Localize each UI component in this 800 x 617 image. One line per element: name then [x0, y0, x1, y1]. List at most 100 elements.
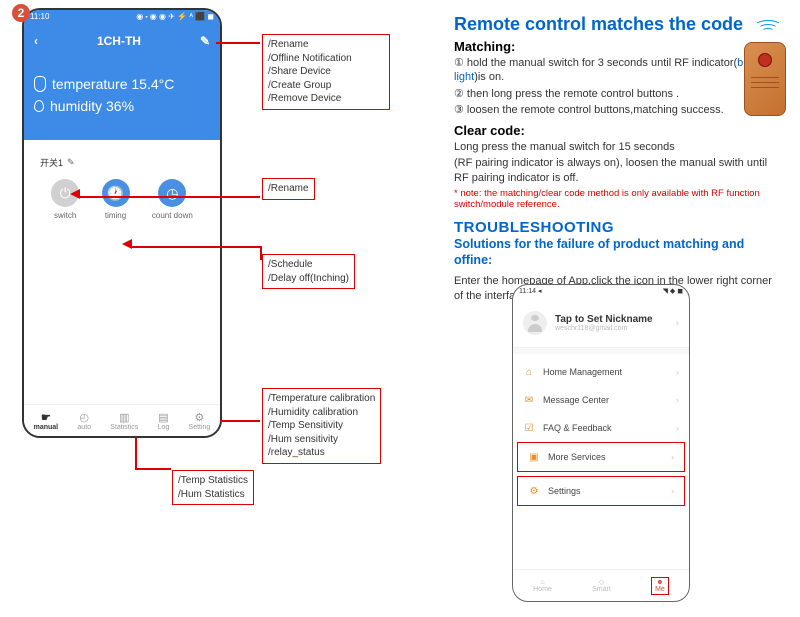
arrow-head-3 [122, 238, 134, 250]
chevron-right-icon: › [676, 367, 679, 377]
menu-settings-label: Settings [548, 486, 581, 496]
menu-home-label: Home Management [543, 367, 622, 377]
chevron-right-icon: › [671, 452, 674, 462]
hand-icon: ☛ [34, 411, 59, 424]
smart-tab-icon: ◇ [592, 578, 611, 586]
tab-stats-label: Statistics [110, 424, 138, 431]
tab-me[interactable]: ☻ Me [651, 577, 669, 595]
troubleshoot-sub: Solutions for the failure of product mat… [454, 236, 784, 269]
humidity-text: humidity 36% [50, 98, 134, 114]
menu-more-services[interactable]: ▣ More Services › [517, 442, 685, 472]
matching-step-3: ③ loosen the remote control buttons,matc… [454, 103, 784, 117]
arrow-line-5 [135, 438, 137, 468]
matching-step-1: ① hold the manual switch for 3 seconds u… [454, 56, 784, 85]
arrow-line-2 [78, 196, 260, 198]
thermometer-icon [34, 76, 46, 92]
step-badge: 2 [12, 4, 30, 22]
anno-rename: /Rename [262, 178, 315, 200]
gear-icon: ⚙ [189, 411, 211, 424]
tab-log-label: Log [158, 424, 170, 431]
back-icon[interactable]: ‹ [34, 34, 38, 48]
tab-auto[interactable]: ◴ auto [77, 411, 91, 431]
pencil-icon[interactable]: ✎ [200, 34, 210, 48]
tab-smart-label: Smart [592, 586, 611, 593]
note-red: * note: the matching/clear code method i… [454, 188, 784, 211]
wifi-icon [754, 20, 782, 36]
phone2-status-bar: 11:14 ◂ ◥ ◆ ◼ [513, 285, 689, 299]
anno-timing: /Schedule /Delay off(Inching) [262, 254, 355, 289]
arrow-head-2 [70, 188, 82, 200]
temperature-text: temperature 15.4°C [52, 76, 174, 92]
remote-title: Remote control matches the code [454, 14, 784, 35]
timing-button[interactable]: 🕐 timing [102, 179, 130, 220]
message-icon: ✉ [523, 394, 535, 406]
m1-post: )is on. [474, 71, 504, 83]
humidity-icon [34, 100, 44, 112]
menu-message-center[interactable]: ✉ Message Center › [513, 386, 689, 414]
chevron-right-icon: › [676, 395, 679, 405]
menu-msg-label: Message Center [543, 395, 609, 405]
switch-label[interactable]: 开关1 ✎ [40, 156, 204, 169]
app-header: ‹ 1CH-TH ✎ [24, 26, 220, 56]
tab-statistics[interactable]: ▥ Statistics [110, 411, 138, 431]
phone2-time: 11:14 ◂ [519, 287, 541, 297]
settings-icon: ⚙ [528, 485, 540, 497]
right-column: Remote control matches the code Matching… [454, 14, 784, 305]
tab-manual[interactable]: ☛ manual [34, 411, 59, 431]
home-icon: ⌂ [523, 366, 535, 378]
chevron-right-icon: › [676, 318, 679, 329]
switch-label-text: switch [51, 211, 79, 220]
menu-more-label: More Services [548, 452, 606, 462]
clearcode-line-2: (RF pairing indicator is always on), loo… [454, 156, 784, 185]
control-buttons: ⏻ switch 🕐 timing ◷ count down [40, 179, 204, 220]
chevron-right-icon: › [671, 486, 674, 496]
arrow-line-1 [216, 42, 260, 44]
stats-icon: ▥ [110, 411, 138, 424]
tab-home[interactable]: ⌂ Home [533, 579, 552, 593]
clearcode-line-1: Long press the manual switch for 15 seco… [454, 140, 784, 154]
chevron-right-icon: › [676, 423, 679, 433]
matching-heading: Matching: [454, 39, 784, 54]
tab-smart[interactable]: ◇ Smart [592, 578, 611, 593]
anno-setting: /Temperature calibration /Humidity calib… [262, 388, 381, 464]
status-bar: 11:10 ◉ ⬝ ◉ ◉ ✈ ⚡ ᴬ ⬛ ◼ [24, 10, 220, 26]
menu-home-management[interactable]: ⌂ Home Management › [513, 358, 689, 386]
bottom-tabs: ☛ manual ◴ auto ▥ Statistics ▤ Log ⚙ Set… [24, 404, 220, 436]
remote-image [744, 42, 786, 116]
menu-faq-label: FAQ & Feedback [543, 423, 612, 433]
menu-settings[interactable]: ⚙ Settings › [517, 476, 685, 506]
status-time: 11:10 [30, 12, 49, 24]
clearcode-heading: Clear code: [454, 123, 784, 138]
phone-profile: 11:14 ◂ ◥ ◆ ◼ Tap to Set Nickname weschr… [512, 284, 690, 602]
tab-me-label: Me [655, 586, 665, 593]
countdown-button[interactable]: ◷ count down [152, 179, 193, 220]
arrow-line-3 [130, 246, 260, 248]
arrow-line-4 [220, 420, 260, 422]
me-tab-icon: ☻ [655, 579, 665, 586]
home-tab-icon: ⌂ [533, 579, 552, 586]
matching-step-2: ② then long press the remote control but… [454, 87, 784, 101]
log-icon: ▤ [158, 411, 170, 424]
tab-manual-label: manual [34, 424, 59, 431]
temperature-row: temperature 15.4°C [34, 76, 210, 92]
menu-list: ⌂ Home Management › ✉ Message Center › ☑… [513, 354, 689, 510]
anno-stats: /Temp Statistics /Hum Statistics [172, 470, 254, 505]
more-icon: ▣ [528, 451, 540, 463]
tab-home-label: Home [533, 586, 552, 593]
nickname-row[interactable]: Tap to Set Nickname weschr118@gmail.com … [513, 299, 689, 348]
phone-main: 11:10 ◉ ⬝ ◉ ◉ ✈ ⚡ ᴬ ⬛ ◼ ‹ 1CH-TH ✎ tempe… [22, 8, 222, 438]
humidity-row: humidity 36% [34, 98, 210, 114]
tab-log[interactable]: ▤ Log [158, 411, 170, 431]
control-panel: 开关1 ✎ ⏻ switch 🕐 timing ◷ count down [32, 148, 212, 234]
troubleshoot-heading: TROUBLESHOOTING [454, 219, 784, 236]
header-title: 1CH-TH [97, 34, 141, 48]
auto-icon: ◴ [77, 411, 91, 424]
sensor-panel: temperature 15.4°C humidity 36% [24, 56, 220, 140]
tab-setting-label: Setting [189, 424, 211, 431]
countdown-label-text: count down [152, 211, 193, 220]
nickname-email: weschr118@gmail.com [555, 325, 653, 332]
tab-setting[interactable]: ⚙ Setting [189, 411, 211, 431]
menu-faq[interactable]: ☑ FAQ & Feedback › [513, 414, 689, 442]
rename-pencil-icon[interactable]: ✎ [67, 157, 75, 168]
countdown-icon: ◷ [158, 179, 186, 207]
